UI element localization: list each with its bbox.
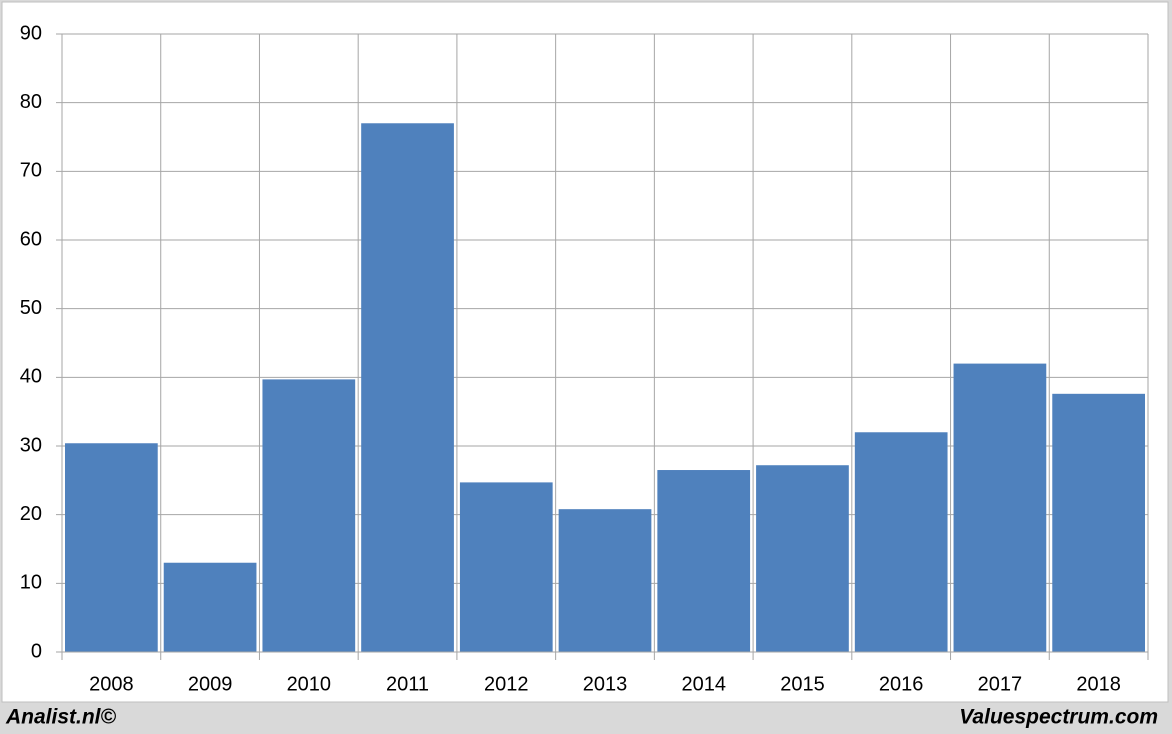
x-tick-label: 2010: [287, 673, 332, 695]
y-tick-label: 90: [20, 22, 42, 44]
bar: [756, 465, 849, 652]
y-tick-label: 50: [20, 297, 42, 319]
y-tick-label: 20: [20, 503, 42, 525]
x-tick-label: 2012: [484, 673, 529, 695]
bar: [459, 482, 553, 652]
footer-right: Valuespectrum.com: [959, 706, 1158, 729]
bar: [262, 379, 356, 652]
y-tick-label: 80: [20, 91, 42, 113]
x-tick-label: 2017: [978, 673, 1023, 695]
x-tick-label: 2008: [89, 673, 134, 695]
y-tick-label: 40: [20, 366, 42, 388]
y-tick-label: 10: [20, 572, 42, 594]
x-tick-label: 2018: [1076, 673, 1121, 695]
bar: [854, 432, 948, 652]
y-tick-label: 60: [20, 228, 42, 250]
x-tick-label: 2016: [879, 673, 924, 695]
bar: [163, 562, 257, 652]
y-tick-label: 0: [31, 640, 42, 662]
footer-left: Analist.nl©: [5, 706, 117, 729]
bar: [1052, 393, 1145, 652]
bar: [657, 470, 751, 652]
x-tick-label: 2015: [780, 673, 825, 695]
x-tick-label: 2011: [386, 673, 429, 695]
bar: [65, 443, 158, 652]
x-tick-label: 2009: [188, 673, 233, 695]
x-tick-label: 2014: [681, 673, 726, 695]
y-tick-label: 70: [20, 160, 42, 182]
bar: [361, 123, 454, 653]
bar: [558, 509, 652, 652]
bar: [953, 363, 1047, 652]
x-tick-label: 2013: [583, 673, 628, 695]
y-tick-label: 30: [20, 434, 42, 456]
